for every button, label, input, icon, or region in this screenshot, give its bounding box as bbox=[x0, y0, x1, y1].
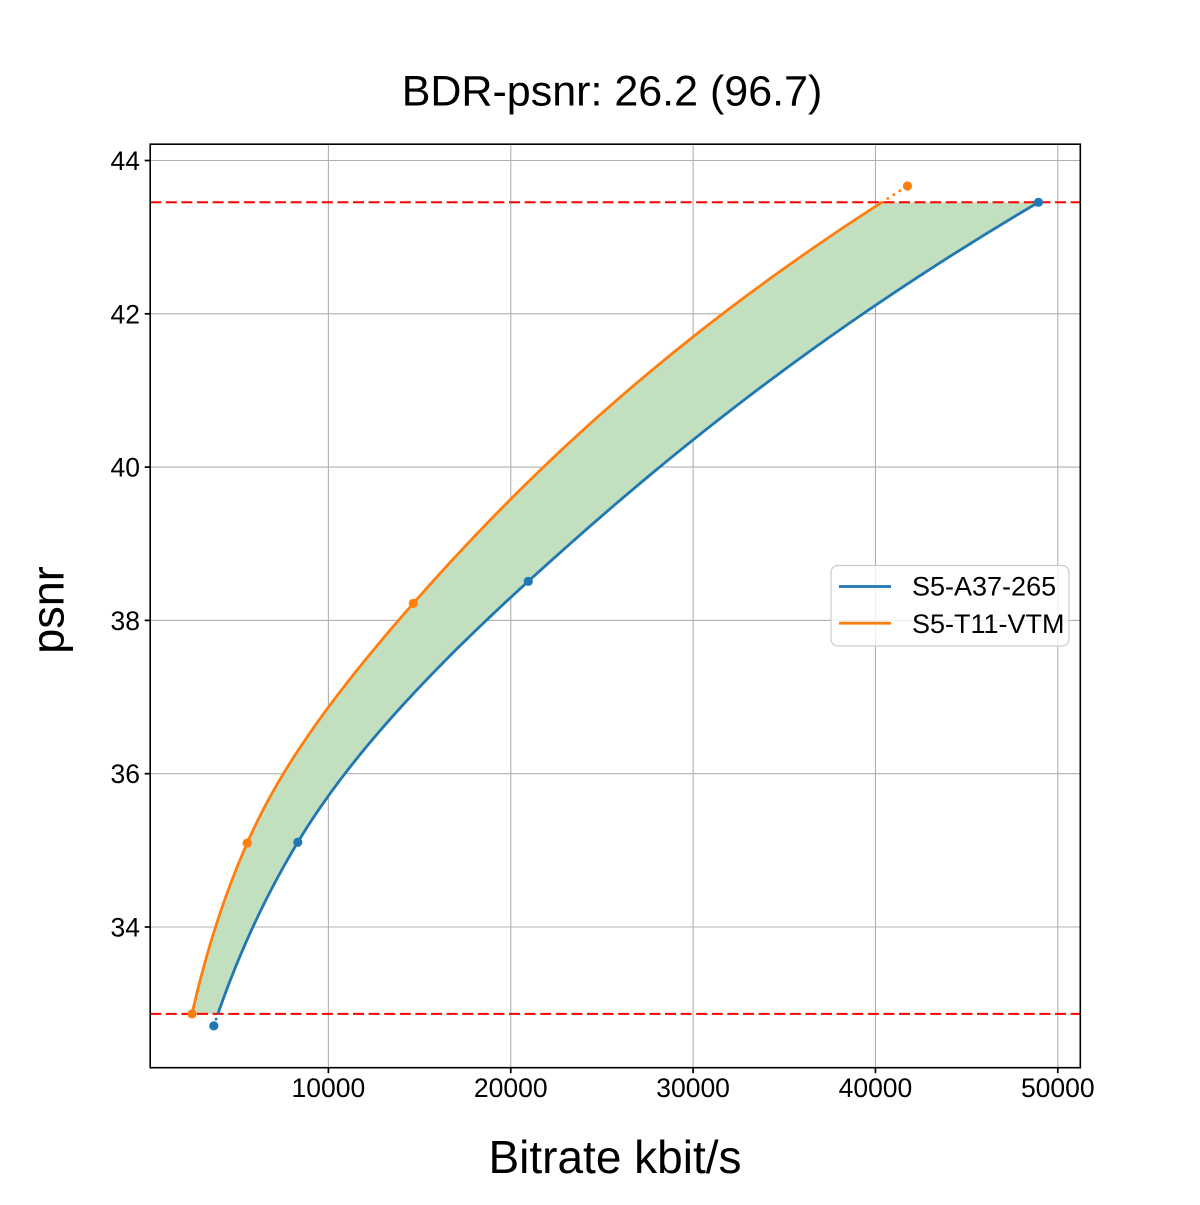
svg-text:30000: 30000 bbox=[656, 1073, 730, 1103]
svg-text:34: 34 bbox=[111, 913, 140, 943]
svg-text:10000: 10000 bbox=[292, 1073, 366, 1103]
svg-text:44: 44 bbox=[111, 146, 140, 176]
svg-text:38: 38 bbox=[111, 606, 140, 636]
svg-text:psnr: psnr bbox=[23, 566, 74, 654]
svg-text:36: 36 bbox=[111, 759, 140, 789]
svg-text:50000: 50000 bbox=[1021, 1073, 1095, 1103]
svg-text:20000: 20000 bbox=[474, 1073, 548, 1103]
svg-text:S5-A37-265: S5-A37-265 bbox=[912, 572, 1056, 602]
svg-text:Bitrate kbit/s: Bitrate kbit/s bbox=[488, 1131, 741, 1183]
svg-text:40: 40 bbox=[111, 453, 140, 483]
svg-text:40000: 40000 bbox=[839, 1073, 913, 1103]
svg-text:BDR-psnr: 26.2 (96.7): BDR-psnr: 26.2 (96.7) bbox=[402, 68, 823, 116]
svg-text:S5-T11-VTM: S5-T11-VTM bbox=[912, 609, 1065, 639]
svg-text:42: 42 bbox=[111, 299, 140, 329]
